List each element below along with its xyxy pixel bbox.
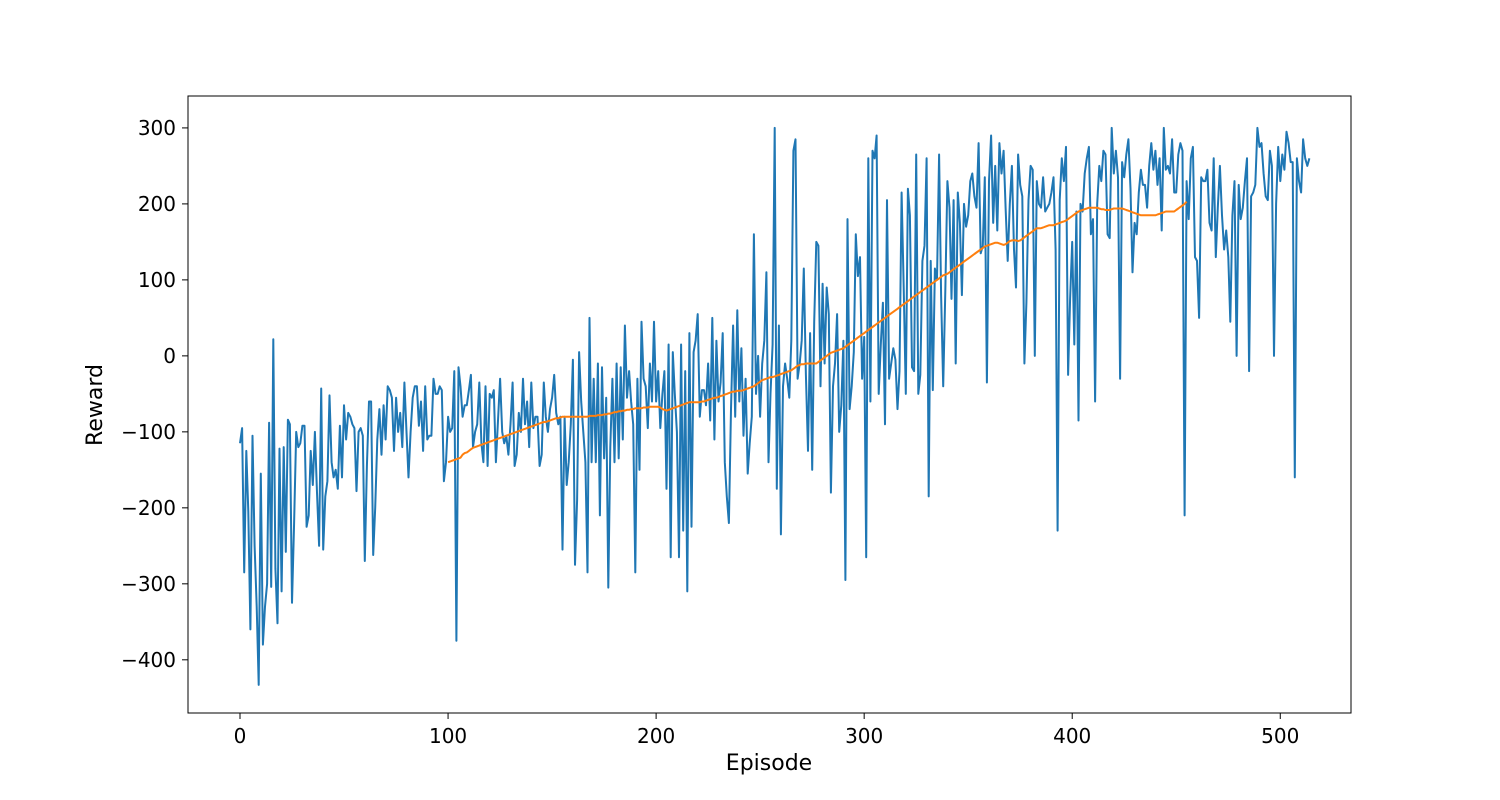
y-tick-label: −400 bbox=[121, 648, 176, 672]
y-tick-label: −200 bbox=[121, 496, 176, 520]
x-tick-label: 300 bbox=[845, 724, 883, 748]
y-tick-label: 300 bbox=[138, 116, 176, 140]
x-tick-label: 200 bbox=[637, 724, 675, 748]
x-tick-label: 400 bbox=[1053, 724, 1091, 748]
y-tick-label: −100 bbox=[121, 420, 176, 444]
x-tick-label: 100 bbox=[429, 724, 467, 748]
y-tick-label: 200 bbox=[138, 192, 176, 216]
x-tick-label: 0 bbox=[234, 724, 247, 748]
series-lines bbox=[239, 126, 1311, 686]
episode-reward-line bbox=[239, 126, 1311, 686]
y-axis-label: Reward bbox=[83, 364, 108, 446]
x-tick-label: 500 bbox=[1261, 724, 1299, 748]
y-tick-label: −300 bbox=[121, 572, 176, 596]
moving-average-line bbox=[447, 200, 1188, 464]
plot-frame bbox=[187, 95, 1352, 714]
y-tick-label: 0 bbox=[163, 344, 176, 368]
x-axis-label: Episode bbox=[726, 751, 812, 776]
x-axis-ticks: 0 100 200 300 400 500 bbox=[234, 713, 1299, 748]
y-tick-label: 100 bbox=[138, 268, 176, 292]
y-axis-ticks: −400 −300 −200 −100 0 100 200 300 bbox=[121, 116, 188, 672]
